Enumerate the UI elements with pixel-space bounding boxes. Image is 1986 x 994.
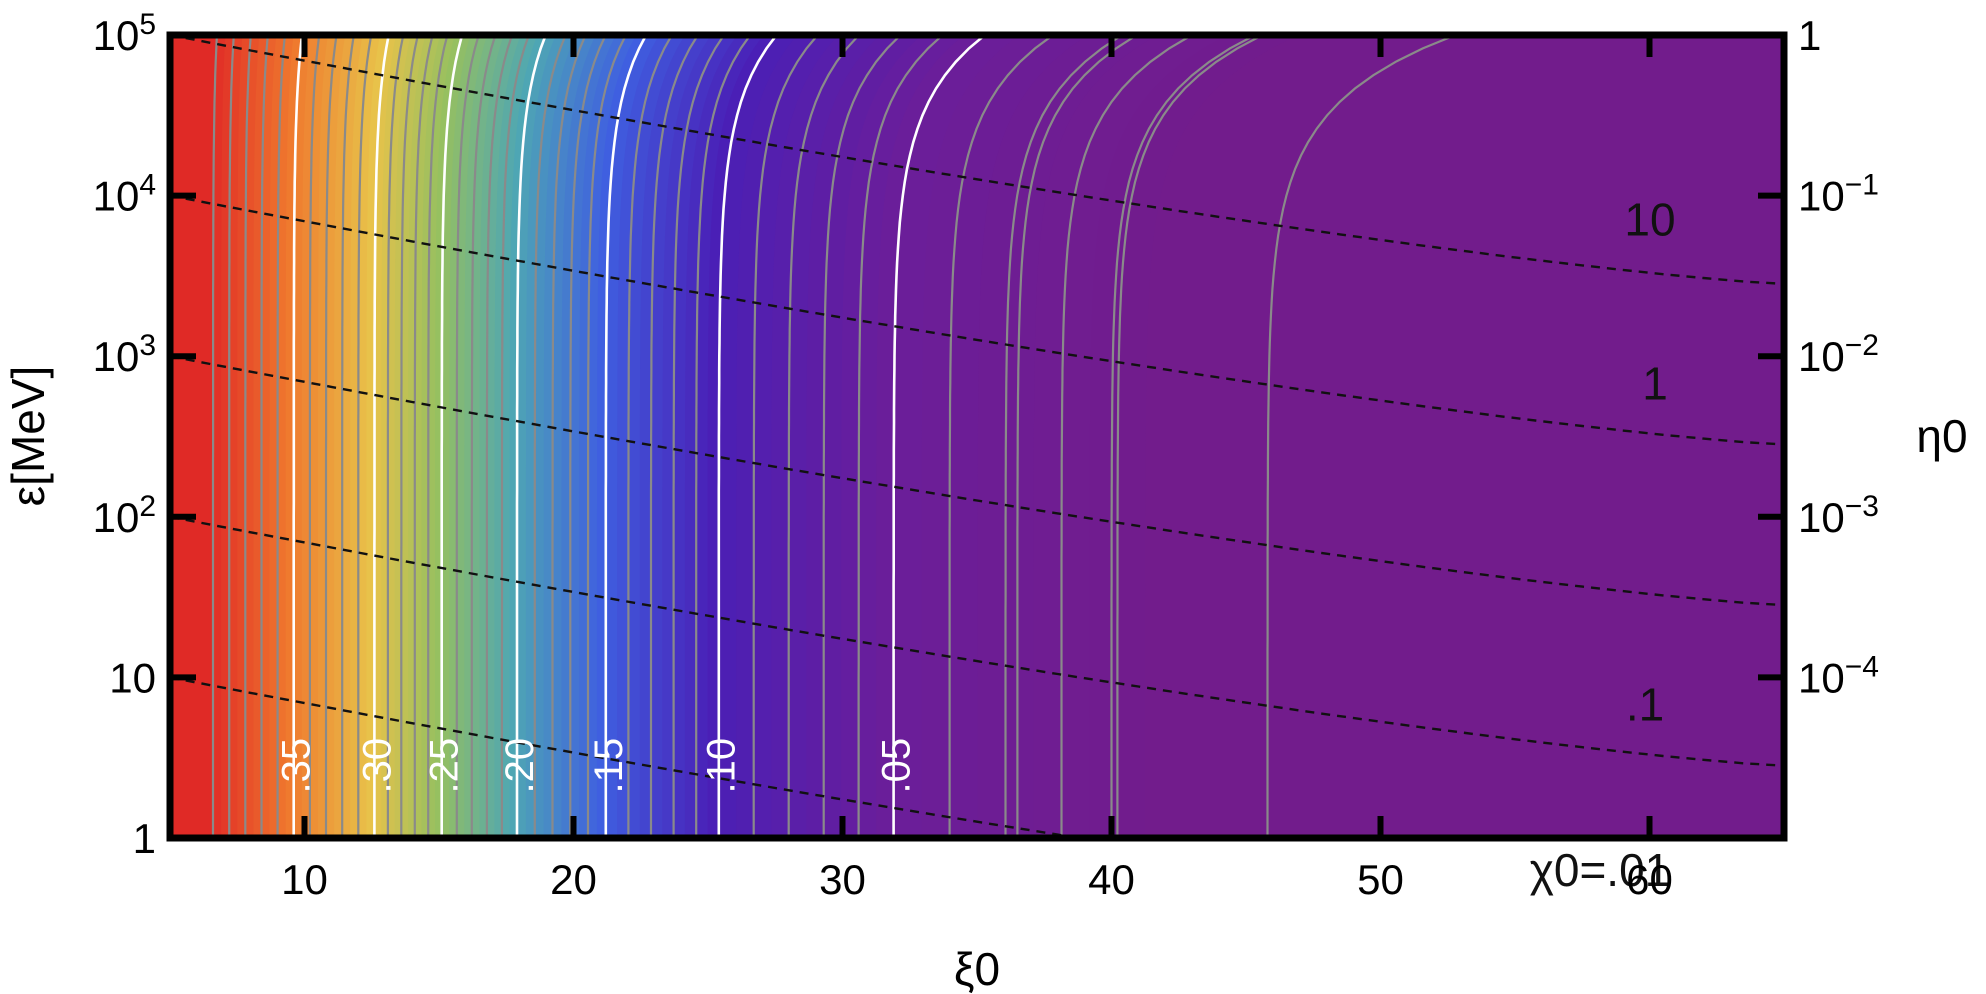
gray-contour <box>413 35 434 838</box>
gray-contour <box>308 35 321 838</box>
gray-contour <box>1266 35 1457 838</box>
plot-frame <box>166 31 1788 842</box>
gray-contour <box>276 35 286 838</box>
gray-contour <box>211 35 218 838</box>
x-tick-label: 10 <box>281 856 328 903</box>
gray-contour <box>357 35 373 838</box>
tick-labels: 10 20 30 40 50 60 1 10 102 103 104 105 1 10−1 10−2 10−3… <box>93 8 1879 904</box>
y-tick-label: 105 <box>93 8 156 60</box>
y-right-tick-label: 10−4 <box>1798 650 1879 702</box>
x-tick-label: 30 <box>819 856 866 903</box>
gray-contour <box>627 35 673 838</box>
heatmap-band <box>170 35 217 838</box>
contour-value-label: .20 <box>498 738 542 794</box>
gray-contour <box>400 35 419 838</box>
y-tick-label: 104 <box>93 168 156 220</box>
white-contour <box>292 35 304 838</box>
gray-contour <box>752 35 819 838</box>
chi-dashed-line <box>170 35 1784 286</box>
gray-contour <box>649 35 699 838</box>
gray-contour <box>672 35 725 838</box>
gray-contour <box>586 35 627 838</box>
x-tick-label: 40 <box>1088 856 1135 903</box>
gray-contour <box>787 35 860 838</box>
gray-contour <box>500 35 530 838</box>
x-tick-label: 20 <box>550 856 597 903</box>
gray-contour <box>324 35 338 838</box>
contour-value-label: .10 <box>700 738 744 794</box>
gray-contour <box>948 35 1054 838</box>
axis-ticks <box>170 32 1784 841</box>
chi-value-label: .1 <box>1626 679 1664 731</box>
contour-value-label: .35 <box>275 738 319 794</box>
white-contours <box>292 35 986 838</box>
gray-contour <box>455 35 480 838</box>
gray-contour <box>533 35 567 838</box>
y-right-tick-label: 1 <box>1798 12 1821 59</box>
y-right-tick-label: 10−2 <box>1798 329 1879 381</box>
y-tick-label: 102 <box>93 489 156 541</box>
chi-dashed-line <box>170 355 1784 607</box>
contour-value-label: .30 <box>355 738 399 794</box>
gray-contour <box>244 35 252 838</box>
gray-contour <box>1004 35 1123 838</box>
chi-dashed-lines <box>170 35 1784 838</box>
x-tick-label: 50 <box>1357 856 1404 903</box>
gray-contour <box>1116 35 1264 838</box>
chi-value-label: 1 <box>1642 357 1668 409</box>
gray-contour <box>386 35 405 838</box>
right-axis-title: η0 <box>1916 410 1967 462</box>
gray-contour <box>341 35 355 838</box>
gray-contour <box>695 35 752 838</box>
x-tick-label: 60 <box>1626 856 1673 903</box>
white-contour <box>515 35 547 838</box>
y-tick-label: 10 <box>109 654 156 701</box>
white-contour <box>373 35 390 838</box>
white-contour <box>717 35 778 838</box>
x-axis-title: ξ0 <box>954 943 1000 994</box>
y-right-tick-label: 10−3 <box>1798 489 1879 541</box>
y-axis-title: ε[MeV] <box>2 366 54 507</box>
white-contour <box>604 35 648 838</box>
gray-contour <box>551 35 587 838</box>
gray-contours <box>211 35 1457 838</box>
y-tick-label: 1 <box>133 815 156 862</box>
gray-contour <box>485 35 514 838</box>
chi-dashed-line <box>170 194 1784 446</box>
white-contour <box>892 35 986 838</box>
white-contour <box>440 35 464 838</box>
gray-contour <box>1060 35 1193 838</box>
contour-labels: .35 .30 .25 .20 .15 .10 .05 10 1 .1 χ0=.01 <box>275 194 1676 896</box>
gray-contour <box>260 35 269 838</box>
gray-contour <box>822 35 902 838</box>
heatmap-background <box>170 35 1784 838</box>
gray-contour <box>228 35 235 838</box>
chi-dashed-line <box>170 676 1088 838</box>
plot-area: .35 .30 .25 .20 .15 .10 .05 10 1 .1 χ0=.01 <box>166 31 1788 896</box>
contour-value-label: .25 <box>423 738 467 794</box>
gray-contour <box>427 35 449 838</box>
gray-contour <box>1110 35 1256 838</box>
gray-contour <box>1016 35 1138 838</box>
chi-dashed-line <box>170 515 1784 767</box>
gray-contour <box>857 35 944 838</box>
chi-value-label: χ0=.01 <box>1530 844 1671 896</box>
chi-value-label: 10 <box>1624 194 1675 246</box>
y-tick-label: 103 <box>93 329 156 381</box>
contour-value-label: .15 <box>587 738 631 794</box>
y-right-tick-label: 10−1 <box>1798 168 1879 220</box>
contour-value-label: .05 <box>875 738 919 794</box>
gray-contour <box>470 35 497 838</box>
gray-contour <box>569 35 607 838</box>
